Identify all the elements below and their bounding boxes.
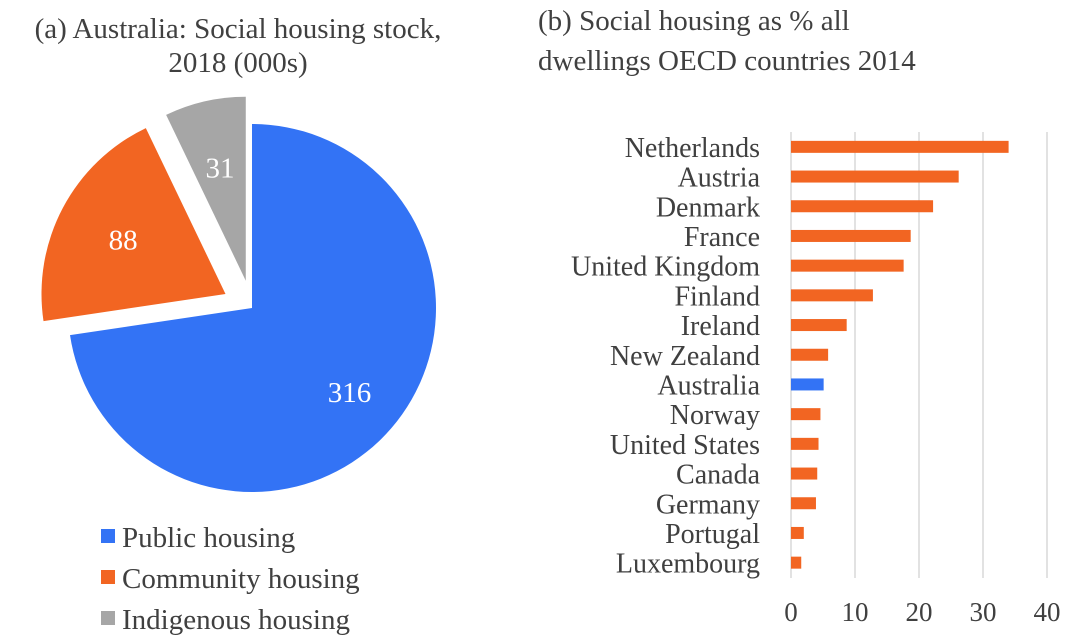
pie-slice-public-housing xyxy=(70,124,436,492)
bar-austria xyxy=(791,170,959,183)
x-tick-label: 30 xyxy=(970,597,997,627)
bar-finland xyxy=(791,289,873,302)
legend-label: Indigenous housing xyxy=(122,604,350,636)
category-label: Germany xyxy=(656,489,760,520)
category-label: Norway xyxy=(670,400,760,431)
category-label: France xyxy=(684,222,760,253)
pie-legend: Public housing Community housing Indigenou… xyxy=(101,522,360,636)
x-tick-label: 40 xyxy=(1034,597,1061,627)
pie-slice-value-label: 31 xyxy=(206,153,235,185)
bar-france xyxy=(791,229,911,242)
pie-slice-indigenous-housing xyxy=(166,96,246,281)
category-label: New Zealand xyxy=(610,341,760,372)
x-tick-label: 20 xyxy=(906,597,933,627)
category-label: Denmark xyxy=(656,192,760,223)
bar-gridlines xyxy=(790,132,1048,578)
bar-bars xyxy=(791,140,1009,569)
legend-swatch xyxy=(101,611,115,625)
x-tick-label: 10 xyxy=(842,597,869,627)
category-label: Netherlands xyxy=(625,133,760,164)
pie-slices: 316 88 31 xyxy=(41,96,436,492)
category-label: Austria xyxy=(678,163,761,194)
legend-label: Public housing xyxy=(122,522,295,554)
pie-slice-community-housing xyxy=(41,128,226,322)
bar-canada xyxy=(791,467,818,480)
legend-swatch xyxy=(101,570,115,584)
bar-new-zealand xyxy=(791,348,829,361)
pie-title-line-1: (a) Australia: Social housing stock, xyxy=(35,13,442,45)
pie-title-line-2: 2018 (000s) xyxy=(168,47,307,79)
bar-x-tick-labels: 0 10 20 30 40 xyxy=(784,597,1060,627)
legend-label: Community housing xyxy=(122,563,360,595)
category-label: Luxembourg xyxy=(616,549,760,580)
legend-swatch xyxy=(101,529,115,543)
category-label: Finland xyxy=(674,281,760,312)
bar-australia xyxy=(791,378,824,391)
bar-ireland xyxy=(791,319,847,332)
category-label: Canada xyxy=(676,460,761,491)
bar-norway xyxy=(791,408,821,421)
x-tick-label: 0 xyxy=(784,597,798,627)
bar-portugal xyxy=(791,526,804,539)
bar-denmark xyxy=(791,200,934,213)
category-label: Portugal xyxy=(665,519,760,550)
pie-chart: (a) Australia: Social housing stock, 201… xyxy=(35,13,442,636)
category-label: Ireland xyxy=(681,311,760,342)
bar-title-line-1: (b) Social housing as % all xyxy=(538,5,850,37)
pie-slice-value-label: 316 xyxy=(328,377,372,409)
bar-title-line-2: dwellings OECD countries 2014 xyxy=(538,45,916,77)
bar-united-states xyxy=(791,437,819,450)
category-label: United States xyxy=(610,430,760,461)
category-label: United Kingdom xyxy=(571,252,760,283)
bar-germany xyxy=(791,497,816,510)
bar-luxembourg xyxy=(791,556,802,569)
category-label: Australia xyxy=(657,370,760,401)
bar-united-kingdom xyxy=(791,259,904,272)
pie-slice-value-label: 88 xyxy=(109,225,138,257)
bar-netherlands xyxy=(791,140,1009,153)
